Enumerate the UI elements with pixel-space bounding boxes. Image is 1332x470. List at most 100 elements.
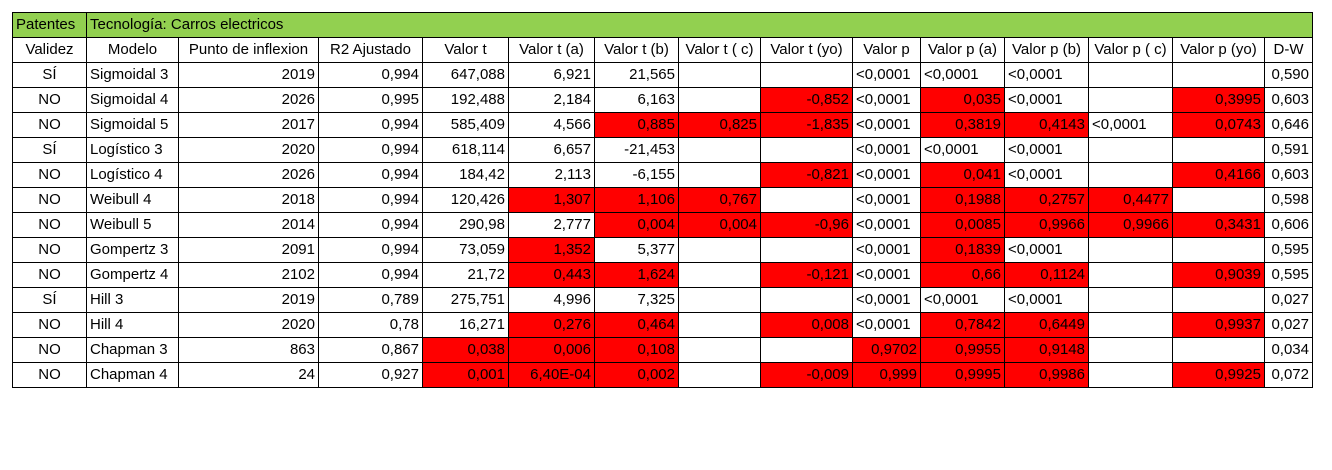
table-cell: 2017 — [178, 112, 319, 138]
validez-cell: NO — [12, 237, 87, 263]
validez-cell: SÍ — [12, 62, 87, 88]
table-cell: 0,004 — [594, 212, 679, 238]
table-cell — [760, 237, 853, 263]
table-cell: 2018 — [178, 187, 319, 213]
validez-cell: NO — [12, 337, 87, 363]
table-cell: -21,453 — [594, 137, 679, 163]
table-cell — [1172, 62, 1265, 88]
table-cell: 0,591 — [1264, 137, 1313, 163]
table-cell — [1088, 262, 1173, 288]
column-header: Valor p ( c) — [1088, 37, 1173, 63]
table-cell: -0,121 — [760, 262, 853, 288]
table-cell — [678, 237, 761, 263]
table-cell — [1088, 237, 1173, 263]
table-cell: 0,9986 — [1004, 362, 1089, 388]
table-cell — [1088, 137, 1173, 163]
table-cell: 0,598 — [1264, 187, 1313, 213]
table-cell: 2014 — [178, 212, 319, 238]
table-cell: 0,027 — [1264, 287, 1313, 313]
table-cell: 4,566 — [508, 112, 595, 138]
modelo-cell: Hill 4 — [86, 312, 179, 338]
table-cell: 24 — [178, 362, 319, 388]
modelo-cell: Logístico 4 — [86, 162, 179, 188]
validez-cell: NO — [12, 212, 87, 238]
table-cell: -6,155 — [594, 162, 679, 188]
patentes-cell: Patentes — [12, 12, 87, 38]
validez-cell: NO — [12, 312, 87, 338]
column-header: Valor t (yo) — [760, 37, 853, 63]
table-cell: 0,072 — [1264, 362, 1313, 388]
table-cell: 0,9937 — [1172, 312, 1265, 338]
table-cell: 2026 — [178, 162, 319, 188]
table-cell: 0,595 — [1264, 237, 1313, 263]
table-cell: 0,994 — [318, 212, 423, 238]
table-cell: 0,0743 — [1172, 112, 1265, 138]
table-cell: 21,565 — [594, 62, 679, 88]
column-header: Valor p — [852, 37, 921, 63]
validez-cell: NO — [12, 162, 87, 188]
table-cell: <0,0001 — [852, 137, 921, 163]
table-cell: 0,027 — [1264, 312, 1313, 338]
column-header: D-W — [1264, 37, 1313, 63]
modelo-cell: Chapman 3 — [86, 337, 179, 363]
table-row: NO Weibull 4 2018 0,994 120,426 1,307 1,106 0,7… — [12, 187, 1313, 213]
table-cell: <0,0001 — [852, 162, 921, 188]
table-cell: 2,777 — [508, 212, 595, 238]
table-cell: 0,994 — [318, 137, 423, 163]
table-cell — [1088, 87, 1173, 113]
table-cell: 0,994 — [318, 62, 423, 88]
table-cell — [760, 62, 853, 88]
table-cell: 6,40E-04 — [508, 362, 595, 388]
table-cell: 0,038 — [422, 337, 509, 363]
table-cell: 0,008 — [760, 312, 853, 338]
table-cell: 0,994 — [318, 162, 423, 188]
table-row: SÍ Hill 3 2019 0,789 275,751 4,996 7,325 <0,000… — [12, 287, 1313, 313]
modelo-cell: Logístico 3 — [86, 137, 179, 163]
column-header: Valor p (a) — [920, 37, 1005, 63]
table-cell — [760, 287, 853, 313]
table-cell: 0,035 — [920, 87, 1005, 113]
table-cell — [1088, 162, 1173, 188]
column-header: Valor t ( c) — [678, 37, 761, 63]
table-cell: -1,835 — [760, 112, 853, 138]
table-cell: <0,0001 — [852, 312, 921, 338]
table-cell: 7,325 — [594, 287, 679, 313]
table-cell: 618,114 — [422, 137, 509, 163]
validez-cell: SÍ — [12, 287, 87, 313]
table-cell: 0,927 — [318, 362, 423, 388]
table-cell: 0,9966 — [1088, 212, 1173, 238]
table-row: NO Sigmoidal 5 2017 0,994 585,409 4,566 0,885 0… — [12, 112, 1313, 138]
table-cell: -0,852 — [760, 87, 853, 113]
column-header-row: Validez Modelo Punto de inflexion R2 Ajusta… — [12, 37, 1313, 63]
table-cell: 1,307 — [508, 187, 595, 213]
modelo-cell: Hill 3 — [86, 287, 179, 313]
table-cell: 0,6449 — [1004, 312, 1089, 338]
table-row: NO Gompertz 3 2091 0,994 73,059 1,352 5,377 <0,… — [12, 237, 1313, 263]
table-cell: 0,4166 — [1172, 162, 1265, 188]
table-cell: 2102 — [178, 262, 319, 288]
table-cell: 0,034 — [1264, 337, 1313, 363]
modelo-cell: Weibull 5 — [86, 212, 179, 238]
table-cell: 275,751 — [422, 287, 509, 313]
table-cell: 0,9995 — [920, 362, 1005, 388]
table-cell: 0,004 — [678, 212, 761, 238]
table-row: NO Chapman 4 24 0,927 0,001 6,40E-04 0,002 -0,0… — [12, 362, 1313, 388]
table-cell: 192,488 — [422, 87, 509, 113]
table-cell: 0,789 — [318, 287, 423, 313]
table-cell: 6,657 — [508, 137, 595, 163]
table-cell: 0,9925 — [1172, 362, 1265, 388]
validez-cell: NO — [12, 112, 87, 138]
column-header: Valor p (b) — [1004, 37, 1089, 63]
table-cell: 0,994 — [318, 112, 423, 138]
table-cell: 585,409 — [422, 112, 509, 138]
table-cell — [760, 137, 853, 163]
table-cell — [678, 137, 761, 163]
table-cell: 0,7842 — [920, 312, 1005, 338]
table-cell: 0,603 — [1264, 87, 1313, 113]
table-cell: 0,3819 — [920, 112, 1005, 138]
table-cell: <0,0001 — [852, 62, 921, 88]
table-cell — [678, 312, 761, 338]
table-cell: -0,96 — [760, 212, 853, 238]
modelo-cell: Sigmoidal 4 — [86, 87, 179, 113]
table-cell: 290,98 — [422, 212, 509, 238]
